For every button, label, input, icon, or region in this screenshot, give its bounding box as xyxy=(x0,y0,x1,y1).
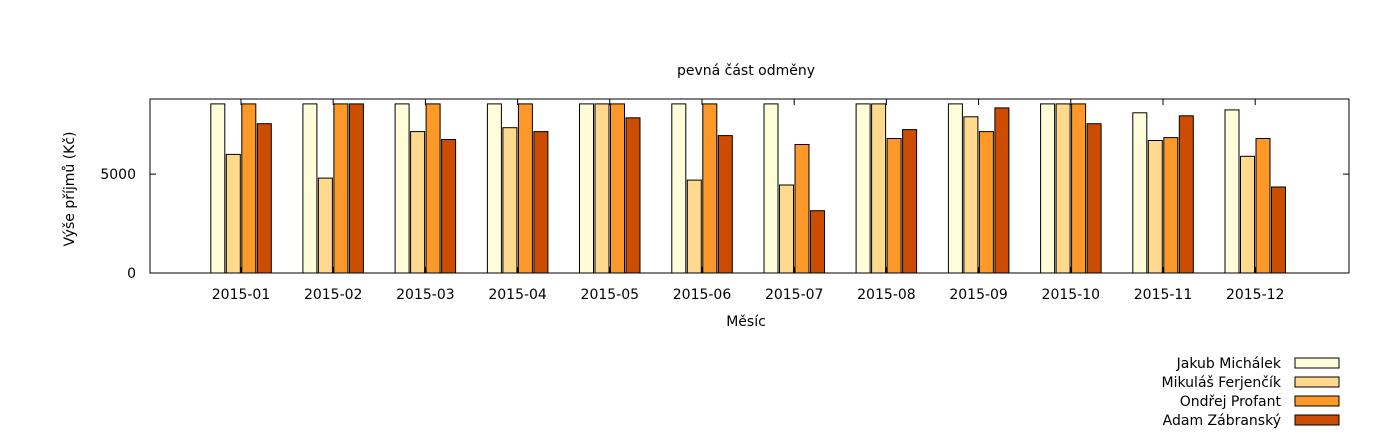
legend: Jakub Michálek Mikuláš Ferjenčík Ondřej Pr… xyxy=(1162,356,1340,429)
bar-2015-03-series-4 xyxy=(441,139,457,274)
legend-label: Mikuláš Ferjenčík xyxy=(1162,375,1282,391)
x-tick-label: 2015-08 xyxy=(857,287,916,303)
bar-2015-06-series-3 xyxy=(702,103,718,274)
plot-frame xyxy=(149,98,1350,274)
bar-2015-10-series-3 xyxy=(1071,103,1087,274)
bar-2015-05-series-2 xyxy=(594,103,610,274)
bar-2015-05-series-4 xyxy=(625,117,641,274)
bar-2015-03-series-3 xyxy=(425,103,441,274)
x-tick-label: 2015-04 xyxy=(488,287,547,303)
bar-2015-11-series-1 xyxy=(1132,112,1148,274)
bar-2015-09-series-3 xyxy=(978,131,994,274)
bar-2015-08-series-2 xyxy=(871,103,887,274)
bar-2015-12-series-1 xyxy=(1224,109,1240,274)
x-tick-label: 2015-11 xyxy=(1134,287,1193,303)
bar-2015-10-series-1 xyxy=(1040,103,1056,274)
y-tick-label: 0 xyxy=(127,266,136,282)
bar-2015-08-series-3 xyxy=(886,138,902,274)
bar-2015-11-series-3 xyxy=(1163,137,1179,274)
bar-2015-09-series-4 xyxy=(994,107,1010,274)
legend-swatch xyxy=(1294,414,1340,426)
x-tick-label: 2015-01 xyxy=(212,287,271,303)
bar-2015-02-series-1 xyxy=(302,103,318,274)
bar-2015-11-series-4 xyxy=(1178,115,1194,274)
legend-label: Ondřej Profant xyxy=(1180,394,1282,410)
x-tick-label: 2015-05 xyxy=(581,287,640,303)
bar-2015-07-series-2 xyxy=(779,184,794,274)
x-tick-label: 2015-03 xyxy=(396,287,455,303)
bar-2015-02-series-2 xyxy=(317,177,333,274)
bar-2015-07-series-1 xyxy=(763,103,779,274)
bar-2015-01-series-1 xyxy=(210,103,226,274)
bar-2015-09-series-1 xyxy=(947,103,963,274)
bar-2015-02-series-3 xyxy=(333,103,349,274)
bars-layer xyxy=(210,103,1286,274)
bar-2015-11-series-2 xyxy=(1147,140,1163,274)
bar-2015-06-series-1 xyxy=(671,103,687,274)
bar-2015-08-series-1 xyxy=(855,103,871,274)
bar-2015-08-series-4 xyxy=(902,129,918,274)
bar-2015-10-series-2 xyxy=(1055,103,1071,274)
x-tick-label: 2015-07 xyxy=(765,287,824,303)
legend-label: Adam Zábranský xyxy=(1163,413,1281,429)
bar-2015-01-series-4 xyxy=(256,123,272,274)
bar-2015-07-series-3 xyxy=(794,144,810,274)
y-tick-label: 5000 xyxy=(100,167,136,183)
bar-2015-12-series-4 xyxy=(1271,186,1286,274)
legend-label: Jakub Michálek xyxy=(1176,356,1282,372)
bar-2015-09-series-2 xyxy=(963,116,979,274)
x-tick-label: 2015-10 xyxy=(1042,287,1101,303)
legend-swatch xyxy=(1294,376,1340,388)
x-tick-label: 2015-02 xyxy=(304,287,363,303)
bar-2015-04-series-4 xyxy=(533,131,549,274)
x-tick-label: 2015-12 xyxy=(1226,287,1285,303)
bar-2015-12-series-3 xyxy=(1255,138,1271,274)
bar-2015-05-series-3 xyxy=(610,103,625,274)
bar-2015-06-series-2 xyxy=(686,179,702,274)
chart-title: pevná část odměny xyxy=(677,63,815,79)
bar-2015-10-series-4 xyxy=(1086,123,1102,274)
ticks-layer: 2015-01 2015-02 2015-03 2015-04 2015-05 2015-… xyxy=(100,99,1349,303)
bar-2015-02-series-4 xyxy=(348,103,364,274)
legend-swatch xyxy=(1294,395,1340,407)
bar-2015-07-series-4 xyxy=(810,210,825,274)
bar-2015-04-series-2 xyxy=(502,127,518,274)
x-tick-label: 2015-06 xyxy=(673,287,732,303)
x-tick-label: 2015-09 xyxy=(949,287,1008,303)
bar-2015-01-series-3 xyxy=(241,103,257,274)
legend-swatch xyxy=(1294,357,1340,369)
bar-2015-05-series-1 xyxy=(579,103,594,274)
bar-2015-04-series-1 xyxy=(486,103,502,274)
bar-2015-12-series-2 xyxy=(1240,155,1255,274)
bar-2015-01-series-2 xyxy=(225,153,241,274)
bar-2015-03-series-2 xyxy=(410,131,426,274)
bar-2015-03-series-1 xyxy=(394,103,410,274)
bar-2015-06-series-4 xyxy=(717,135,733,274)
x-axis-label: Měsíc xyxy=(726,314,766,330)
y-axis-label: Výše příjmů (Kč) xyxy=(62,131,78,246)
bar-2015-04-series-3 xyxy=(517,103,533,274)
